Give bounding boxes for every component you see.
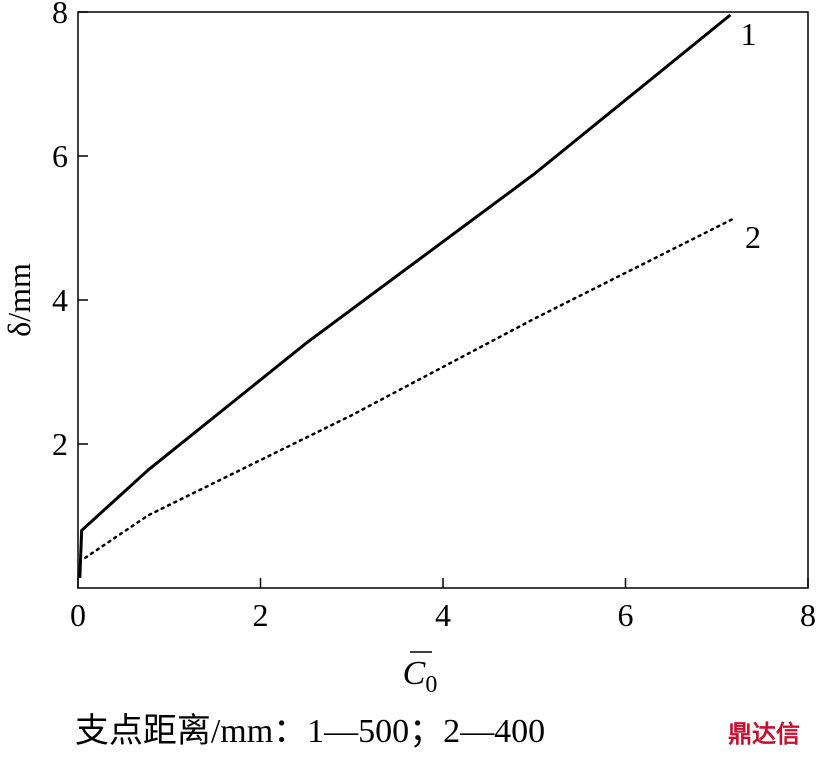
series-line [78, 13, 732, 578]
series-line [84, 216, 737, 560]
series-label: 2 [745, 219, 761, 255]
x-axis-label-sub: 0 [425, 672, 437, 698]
x-tick-label: 6 [618, 597, 634, 633]
watermark: 鼎达信 [728, 720, 800, 748]
x-axis-label-main: C [403, 655, 426, 692]
y-tick-label: 8 [52, 0, 68, 30]
x-axis-label: C0 [403, 655, 438, 698]
x-tick-label: 8 [800, 597, 816, 633]
x-tick-label: 4 [435, 597, 451, 633]
series-label: 1 [740, 16, 756, 52]
y-tick-label: 2 [52, 426, 68, 462]
caption: 支点距离/mm：1—500；2—400 [75, 712, 545, 750]
y-axis-label: δ/mm [1, 263, 37, 337]
x-tick-label: 0 [70, 597, 86, 633]
x-tick-label: 2 [253, 597, 269, 633]
plot-frame [77, 11, 809, 589]
y-tick-label: 6 [52, 138, 68, 174]
y-tick-label: 4 [52, 282, 68, 318]
